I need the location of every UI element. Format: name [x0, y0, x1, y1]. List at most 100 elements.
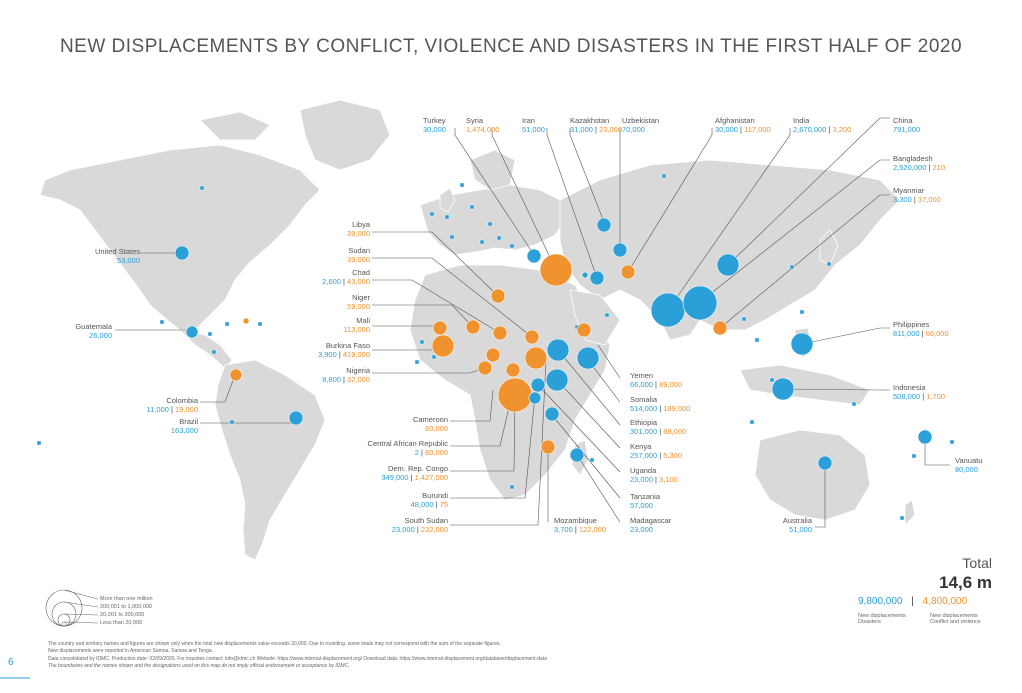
small-dot [459, 182, 465, 188]
label-colombia: Colombia 11,000 | 19,000 [147, 396, 198, 414]
label-values: 23,000 | 232,000 [392, 525, 448, 534]
label-disasters-value: 11,000 [146, 405, 169, 414]
label-country-name: Indonesia [893, 383, 926, 392]
bubble-madagascar [569, 447, 585, 463]
bubble-philippines [790, 332, 814, 356]
label-tanzania: Tanzania 57,000 [630, 492, 660, 510]
label-disasters-value: 48,000 [410, 500, 434, 509]
small-dot [207, 331, 213, 337]
bubble-ssudan [524, 346, 548, 370]
label-car: Central African Republic 2 | 80,000 [368, 439, 448, 457]
bubble-sudan [524, 329, 540, 345]
label-separator: | [920, 392, 927, 401]
label-country-name: Mali [356, 316, 370, 325]
bubble-bd-small [581, 271, 589, 279]
bubble-burkina [431, 334, 455, 358]
label-values: 514,000 | 189,000 [630, 404, 690, 413]
bubble-australia [817, 455, 833, 471]
label-burundi: Burundi 48,000 | 75 [411, 491, 448, 509]
label-conflict-value: 419,000 [342, 350, 370, 359]
label-mozambique: Mozambique 3,700 | 122,000 [554, 516, 606, 534]
small-dot [487, 221, 493, 227]
bubble-afghanistan [620, 264, 636, 280]
small-dot [469, 204, 475, 210]
label-country-name: Somalia [630, 395, 658, 404]
label-disasters-value: 30,000 [423, 125, 446, 134]
bubble-guatemala [185, 325, 199, 339]
leader-chad [372, 279, 501, 334]
label-disasters-value: 23,000 [391, 525, 415, 534]
label-values: 2,600 | 43,000 [322, 277, 370, 286]
label-country-name: Sudan [348, 246, 370, 255]
label-country-name: Mozambique [554, 516, 597, 525]
small-dot [741, 316, 747, 322]
label-kenya: Kenya 257,000 | 5,300 [630, 442, 682, 460]
label-burkina: Burkina Faso 3,900 | 419,000 [318, 341, 370, 359]
label-values: 1,474,000 [466, 125, 499, 134]
leader-burundi [450, 394, 536, 499]
small-dot [749, 419, 755, 425]
label-country-name: Iran [522, 116, 535, 125]
label-conflict-value: 5,300 [663, 451, 683, 460]
label-country-name: Kazakhstan [570, 116, 610, 125]
leader-colombia [200, 374, 236, 403]
bubble-iran [589, 270, 605, 286]
bubble-brazil [288, 410, 304, 426]
conflict-caption-line-1: New displacements [930, 613, 978, 619]
total-heading: Total [962, 555, 992, 571]
bubble-mali [432, 320, 448, 336]
label-separator: | [168, 405, 176, 414]
label-conflict-value: 68,000 [663, 427, 687, 436]
disasters-caption-line-1: New displacements [858, 613, 906, 619]
central-america [178, 329, 233, 369]
label-values: 80,000 [955, 465, 982, 474]
bubble-china [716, 253, 740, 277]
label-disasters-value: 508,000 [893, 392, 921, 401]
label-country-name: Cameroon [412, 415, 448, 424]
bubble-syria [539, 253, 573, 287]
small-dot [419, 339, 425, 345]
label-conflict-value: 66,000 [925, 329, 949, 338]
bubble-india [650, 292, 686, 328]
bubble-eu-small [242, 317, 250, 325]
leader-indonesia [782, 388, 890, 391]
label-separator: | [911, 195, 918, 204]
small-dot [589, 457, 595, 463]
small-dot [159, 319, 165, 325]
leader-cameroon [450, 389, 494, 422]
label-sudan: Sudan 39,000 [347, 246, 370, 264]
label-disasters-value: 8,800 [322, 375, 341, 384]
label-separator: | [652, 380, 660, 389]
label-country-name: Philippines [893, 320, 930, 329]
label-values: 3,700 | 122,000 [554, 525, 606, 534]
bubble-somalia [576, 346, 600, 370]
small-dot [754, 337, 760, 343]
label-values: 30,000 [423, 125, 446, 134]
label-values: 57,000 [630, 501, 660, 510]
leader-niger [372, 304, 474, 328]
label-values: 2,520,000 | 210 [893, 163, 945, 172]
label-bangladesh: Bangladesh 2,520,000 | 210 [893, 154, 945, 172]
label-mali: Mali 113,000 [343, 316, 370, 334]
label-disasters-value: 3,300 [893, 195, 912, 204]
label-conflict-value: 19,000 [175, 405, 198, 414]
legend-circle-medium [57, 613, 71, 627]
conflict-caption-line-2: Conflict and violence [930, 619, 981, 625]
label-disasters-value: 23,000 [630, 475, 653, 484]
label-values: 8,800 | 32,000 [322, 375, 370, 384]
asia-landmass [559, 159, 901, 341]
label-conflict-value: 39,000 [347, 229, 370, 238]
legend-circle-small [61, 621, 67, 627]
label-values: 30,000 | 117,000 [715, 125, 771, 134]
small-dot [769, 377, 775, 383]
small-dot [429, 211, 435, 217]
label-values: 257,000 | 5,300 [630, 451, 682, 460]
label-values: 349,000 | 1,427,000 [381, 473, 448, 482]
label-conflict-value: 80,000 [425, 448, 448, 457]
label-separator: | [826, 125, 833, 134]
label-country-name: Dem. Rep. Congo [387, 464, 448, 473]
label-country-name: Syria [466, 116, 484, 125]
label-madagascar: Madagascar 23,000 [630, 516, 671, 534]
canada-islands [199, 111, 271, 141]
label-libya: Libya 39,000 [347, 220, 370, 238]
